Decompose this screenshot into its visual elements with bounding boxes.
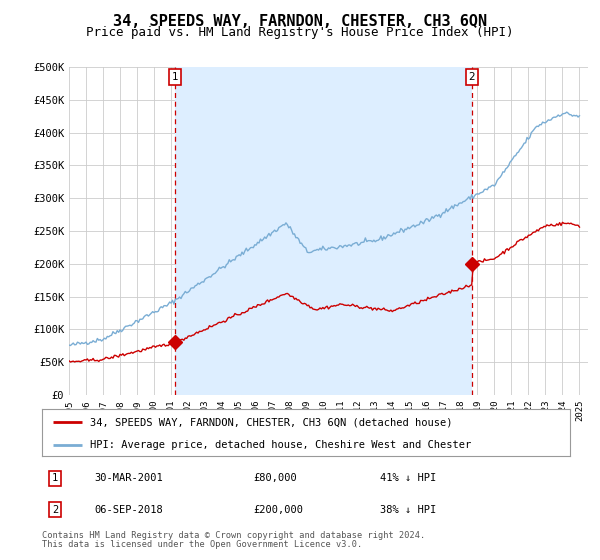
Text: 1: 1 (52, 473, 58, 483)
Text: Contains HM Land Registry data © Crown copyright and database right 2024.: Contains HM Land Registry data © Crown c… (42, 531, 425, 540)
Text: 34, SPEEDS WAY, FARNDON, CHESTER, CH3 6QN: 34, SPEEDS WAY, FARNDON, CHESTER, CH3 6Q… (113, 14, 487, 29)
Text: 41% ↓ HPI: 41% ↓ HPI (380, 473, 436, 483)
Text: 2: 2 (52, 505, 58, 515)
Text: 38% ↓ HPI: 38% ↓ HPI (380, 505, 436, 515)
Text: 30-MAR-2001: 30-MAR-2001 (95, 473, 164, 483)
Text: 1: 1 (172, 72, 179, 82)
Text: This data is licensed under the Open Government Licence v3.0.: This data is licensed under the Open Gov… (42, 540, 362, 549)
Text: Price paid vs. HM Land Registry's House Price Index (HPI): Price paid vs. HM Land Registry's House … (86, 26, 514, 39)
Bar (175, 67, 472, 395)
Text: £200,000: £200,000 (253, 505, 303, 515)
Text: 2: 2 (469, 72, 475, 82)
Text: £80,000: £80,000 (253, 473, 297, 483)
Text: HPI: Average price, detached house, Cheshire West and Chester: HPI: Average price, detached house, Ches… (89, 440, 471, 450)
Text: 06-SEP-2018: 06-SEP-2018 (95, 505, 164, 515)
Text: 34, SPEEDS WAY, FARNDON, CHESTER, CH3 6QN (detached house): 34, SPEEDS WAY, FARNDON, CHESTER, CH3 6Q… (89, 417, 452, 427)
